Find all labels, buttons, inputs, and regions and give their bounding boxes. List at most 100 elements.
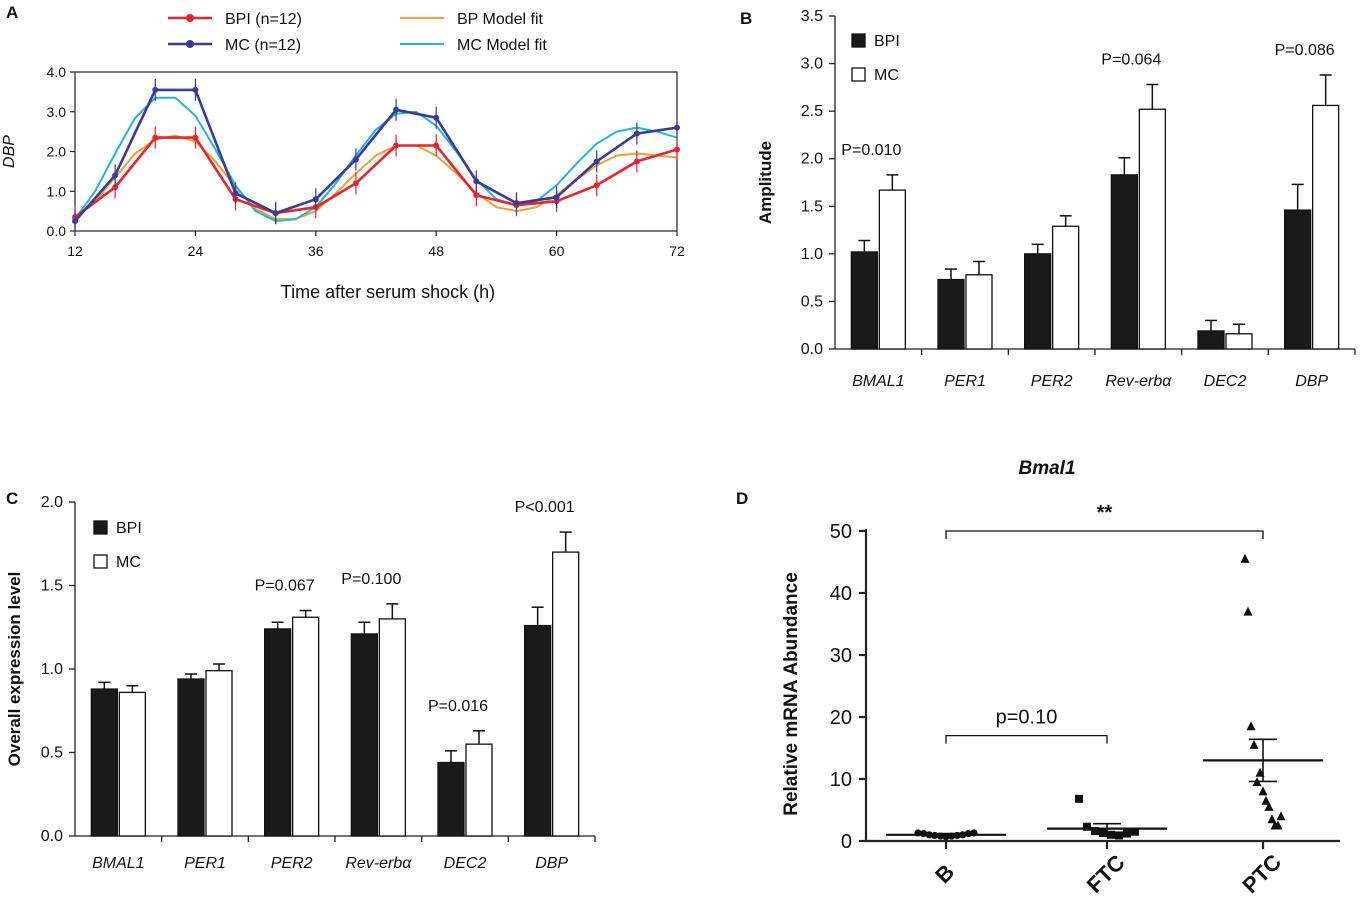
data-point-a	[513, 200, 520, 207]
data-point-a	[272, 210, 279, 217]
p-value-annotation: P=0.064	[1101, 52, 1161, 69]
panel-label-a: A	[6, 3, 18, 22]
category-label-per1: PER1	[944, 373, 986, 390]
y-tick-label: 10	[830, 769, 852, 791]
category-label-bmal1: BMAL1	[92, 855, 144, 872]
x-axis-label-a: Time after serum shock (h)	[281, 282, 495, 302]
data-point-a	[112, 184, 119, 191]
y-tick-label-a: 4.0	[47, 64, 67, 80]
panel-c: C 0.0 0.5 1.0 1.5 2.0 Overall expression level…	[5, 489, 596, 872]
series-line-bp-fit	[74, 134, 678, 221]
y-tick-label: 2.0	[801, 151, 823, 168]
series-line-mc-fit	[74, 96, 678, 223]
y-axis-label-a: DBP	[1, 135, 18, 168]
x-tick-label-a: 36	[308, 243, 324, 259]
legend-label-a: MC (n=12)	[225, 37, 301, 54]
series-line-mc	[74, 88, 678, 222]
legend-swatch-bpi	[851, 33, 866, 48]
data-point-a	[633, 130, 640, 137]
y-tick-label: 50	[830, 521, 852, 543]
data-point-a	[192, 86, 199, 93]
data-point-a	[674, 124, 680, 131]
category-label-per1: PER1	[184, 855, 226, 872]
p-value-annotation: P<0.001	[515, 499, 575, 516]
data-point-ptc	[1273, 820, 1283, 830]
data-point-ftc	[1123, 829, 1131, 838]
bar-bpi-dec2	[1197, 330, 1225, 350]
data-point-a	[312, 196, 319, 203]
panel-label-d: D	[736, 489, 748, 508]
data-point-ptc	[1258, 786, 1268, 796]
x-tick-label-a: 48	[428, 243, 444, 259]
legend-label-mc: MC	[874, 67, 899, 84]
bar-mc-dec2	[465, 743, 493, 837]
y-tick-label: 0.5	[41, 745, 63, 762]
legend-label-bpi: BPI	[116, 520, 142, 537]
y-tick-label-a: 3.0	[47, 104, 67, 120]
y-tick-label: 3.0	[801, 56, 823, 73]
bar-bpi-dbp	[524, 624, 552, 837]
x-tick-label-a: 60	[549, 243, 565, 259]
x-tick-label-a: 24	[188, 243, 204, 259]
bar-bpi-per2	[1024, 253, 1052, 350]
data-point-a	[473, 178, 480, 185]
legend-swatch-mc	[851, 67, 866, 82]
y-tick-label: 3.5	[801, 8, 823, 25]
p-value-annotation: P=0.086	[1275, 42, 1335, 59]
data-point-a	[232, 190, 239, 197]
p-value-annotation: P=0.100	[341, 571, 401, 588]
data-point-a	[152, 134, 159, 141]
bar-mc-dbp	[552, 551, 580, 837]
bar-bpi-bmal1	[90, 688, 118, 837]
y-tick-label: 0.5	[801, 293, 823, 310]
category-label-b: B	[930, 859, 959, 888]
bar-bpi-dbp	[1284, 209, 1312, 350]
category-label-ftc: FTC	[1082, 850, 1130, 898]
data-point-ftc	[1107, 830, 1115, 839]
y-axis-label-d: Relative mRNA Abundance	[781, 572, 802, 816]
panel-b: B 0.0 0.5 1.0 1.5 2.0 2.5 3.0 3.5 Amplitude BMAL1 P…	[740, 8, 1356, 390]
bar-mc-per2	[1052, 225, 1080, 350]
bar-mc-bmal1	[878, 189, 906, 350]
category-label-dbp: DBP	[1295, 373, 1328, 390]
legend-swatch-mc	[93, 554, 108, 569]
legend-label-bpi: BPI	[874, 33, 900, 50]
p-value-annotation: P=0.010	[841, 142, 901, 159]
legend-label-a: MC Model fit	[457, 37, 547, 54]
bar-mc-rev-erba	[378, 618, 406, 837]
bar-bpi-bmal1	[850, 251, 878, 350]
bar-mc-dec2	[1225, 333, 1253, 350]
category-label-rev-erba: Rev-erbα	[1105, 373, 1172, 390]
data-point-a	[433, 142, 440, 149]
data-point-ptc	[1246, 721, 1256, 731]
data-point-a	[433, 114, 440, 121]
data-point-a	[192, 134, 199, 141]
data-point-ftc	[1083, 822, 1091, 831]
category-label-bmal1: BMAL1	[852, 373, 904, 390]
y-tick-label: 40	[830, 583, 852, 605]
bar-mc-bmal1	[118, 691, 146, 837]
significance-label: p=0.10	[996, 707, 1058, 729]
y-tick-label: 0	[841, 831, 852, 853]
data-point-a	[633, 158, 640, 165]
bar-bpi-rev-erba	[1110, 174, 1138, 350]
x-tick-label-a: 72	[669, 243, 685, 259]
category-label-per2: PER2	[271, 855, 313, 872]
data-point-ptc	[1243, 606, 1253, 616]
data-point-a	[352, 180, 359, 187]
category-label-ptc: PTC	[1237, 849, 1286, 898]
y-tick-label: 1.5	[41, 578, 63, 595]
y-tick-label: 30	[830, 645, 852, 667]
data-point-ptc	[1276, 811, 1286, 821]
data-point-a	[112, 172, 119, 179]
panel-a: A 0.0 1.0 2.0 3.0 4.0 12 24 36 48 60 72 DBP Time afte…	[1, 3, 685, 302]
bar-bpi-rev-erba	[350, 633, 378, 837]
p-value-annotation: P=0.067	[255, 578, 315, 595]
bar-mc-per1	[205, 670, 233, 837]
legend-label-mc: MC	[116, 554, 141, 571]
y-tick-label-a: 2.0	[47, 144, 67, 160]
category-label-dec2: DEC2	[444, 855, 487, 872]
panel-label-b: B	[740, 9, 752, 28]
legend-swatch-bpi	[93, 520, 108, 535]
